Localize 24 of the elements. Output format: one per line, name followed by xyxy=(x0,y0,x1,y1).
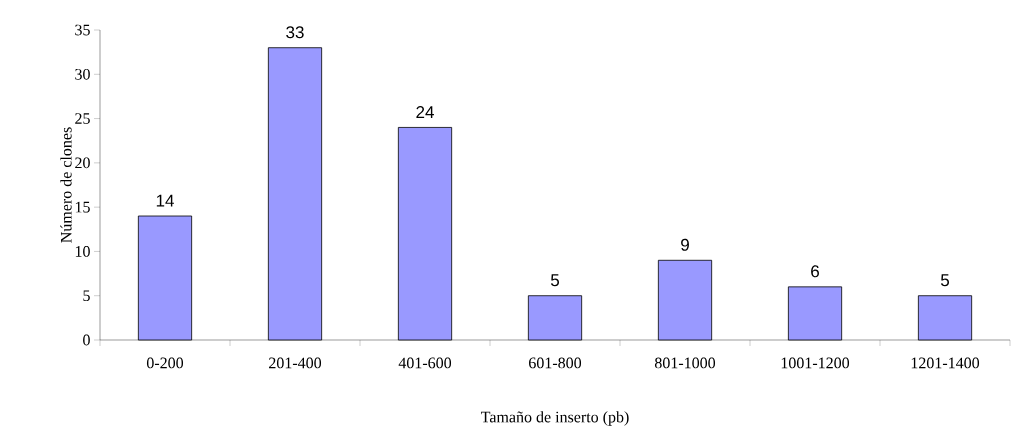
y-tick-label: 30 xyxy=(75,68,90,80)
x-tick-label: 401-600 xyxy=(398,357,452,369)
y-tick-label: 25 xyxy=(75,113,90,124)
x-tick-label: 1001-1200 xyxy=(781,357,850,369)
data-label: 24 xyxy=(416,106,434,118)
y-tick-label: 35 xyxy=(75,24,90,36)
data-label: 9 xyxy=(681,238,689,251)
y-tick-label: 15 xyxy=(75,201,90,213)
data-label: 5 xyxy=(550,274,560,287)
y-axis-title: Número de clones xyxy=(60,127,72,243)
data-label: 14 xyxy=(156,194,174,207)
x-tick-label: 1201-1400 xyxy=(911,357,980,369)
y-tick-label: 0 xyxy=(83,334,90,346)
x-tick-label: 0-200 xyxy=(146,357,184,369)
x-tick-label: 201-400 xyxy=(269,357,322,369)
data-label: 33 xyxy=(286,26,304,39)
x-tick-label: 601-800 xyxy=(529,357,582,369)
x-axis-title: Tamaño de inserto (pb) xyxy=(481,411,629,426)
x-tick-label: 801-1000 xyxy=(654,357,716,369)
y-tick-label: 20 xyxy=(75,157,90,169)
y-tick-label: 10 xyxy=(75,246,90,257)
y-tick-label: 5 xyxy=(83,290,90,302)
data-label: 5 xyxy=(940,274,950,287)
data-label: 6 xyxy=(811,265,819,278)
